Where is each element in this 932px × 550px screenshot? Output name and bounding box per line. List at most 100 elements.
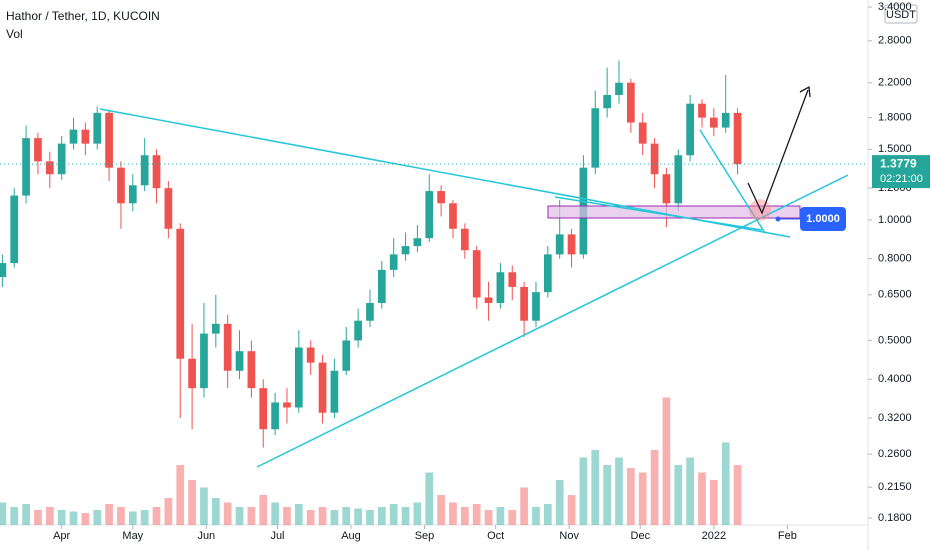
candle-body <box>532 292 540 321</box>
candle-body <box>460 228 469 251</box>
volume-bar <box>117 507 125 525</box>
volume-bar <box>377 507 386 525</box>
candle-body <box>377 269 386 304</box>
volume-bar <box>366 510 374 525</box>
candle-body <box>638 122 647 144</box>
x-tick-label: 2022 <box>702 530 726 542</box>
volume-bar <box>223 502 232 525</box>
level-label-box <box>800 207 846 231</box>
volume-bar <box>662 397 671 525</box>
volume-bar <box>211 498 220 525</box>
candle-body <box>152 155 161 189</box>
volume-bar <box>164 498 173 525</box>
candle-body <box>176 228 185 359</box>
candle-body <box>164 188 173 229</box>
volume-bar <box>235 507 244 525</box>
trend-line <box>554 196 763 231</box>
candle-body <box>0 263 7 277</box>
trend-line <box>699 129 766 234</box>
candle-body <box>283 402 291 408</box>
countdown: 02:21:00 <box>880 173 923 185</box>
candle-body <box>520 286 528 321</box>
y-tick-label: 0.3200 <box>878 412 912 424</box>
volume-bar <box>0 502 7 525</box>
volume-bar <box>460 507 469 525</box>
candle-body <box>603 95 611 109</box>
volume-bar <box>200 487 208 525</box>
projection-arrow <box>747 89 809 215</box>
volume-bar <box>508 510 517 525</box>
volume-bar <box>342 507 351 525</box>
volume-pane <box>0 397 742 525</box>
last-price-label: 1.3779 <box>880 156 917 170</box>
candle-body <box>662 174 671 204</box>
volume-label: Vol <box>6 27 23 41</box>
volume-bar <box>176 465 185 525</box>
currency: USDT <box>886 9 916 21</box>
candle-body <box>22 138 30 196</box>
candle-body <box>496 272 505 304</box>
candles <box>0 60 742 448</box>
arrow-head <box>799 85 811 98</box>
candle-body <box>81 129 90 144</box>
candle-body <box>318 362 327 413</box>
volume-bar <box>591 450 600 525</box>
candle-body <box>117 167 125 204</box>
volume-bar <box>354 508 362 525</box>
volume-bar <box>22 504 30 525</box>
candle-body <box>401 246 410 255</box>
y-tick-label: 3.4000 <box>878 1 912 13</box>
volume-bar <box>496 507 505 525</box>
volume-bar <box>520 487 528 525</box>
y-tick-label: 0.5000 <box>878 334 912 346</box>
volume-bar <box>638 472 647 525</box>
volume-bar <box>437 495 445 525</box>
candle-body <box>366 303 374 321</box>
volume-bar <box>140 510 149 525</box>
volume-bar <box>626 468 635 525</box>
last-price-box <box>872 155 930 189</box>
candle-body <box>425 191 434 239</box>
x-tick-label: May <box>122 530 143 542</box>
drawings: 1.0000 <box>99 85 849 468</box>
candle-body <box>342 340 351 371</box>
y-tick-label: 1.0000 <box>878 214 912 226</box>
currency-box <box>884 4 918 24</box>
candle-body <box>306 347 315 363</box>
volume-bar <box>330 510 339 525</box>
volume-bar <box>188 480 196 525</box>
volume-bar <box>294 504 303 525</box>
candle-body <box>686 103 694 156</box>
candle-body <box>698 103 706 118</box>
volume-bar <box>389 504 398 525</box>
x-tick-label: Dec <box>631 530 651 542</box>
candle-body <box>140 155 149 186</box>
candle-body <box>472 250 481 298</box>
candle-body <box>105 112 113 168</box>
volume-bar <box>425 472 434 525</box>
volume-bar <box>615 457 623 525</box>
candle-body <box>650 143 659 175</box>
volume-bar <box>247 507 256 525</box>
volume-bar <box>532 507 540 525</box>
volume-bar <box>259 495 268 525</box>
volume-bar <box>10 507 19 525</box>
candle-body <box>235 351 244 371</box>
level-dot <box>775 216 781 222</box>
candle-body <box>10 195 19 264</box>
volume-bar <box>674 465 683 525</box>
level-label: 1.0000 <box>806 213 840 225</box>
candle-body <box>259 388 268 430</box>
volume-bar <box>152 507 161 525</box>
trend-line <box>256 174 849 468</box>
volume-bar <box>413 502 422 525</box>
candle-body <box>34 138 42 162</box>
volume-bar <box>709 480 718 525</box>
candle-body <box>128 185 137 204</box>
candle-body <box>354 320 362 341</box>
x-tick-label: Nov <box>559 530 579 542</box>
candle-body <box>721 112 730 128</box>
y-tick-label: 0.8000 <box>878 253 912 265</box>
volume-bar <box>449 502 457 525</box>
